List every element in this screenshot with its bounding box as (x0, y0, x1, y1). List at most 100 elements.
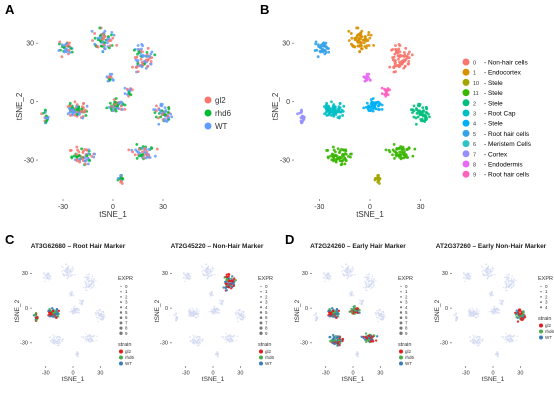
data-point (353, 305, 356, 308)
data-point (58, 40, 62, 44)
data-point (342, 154, 346, 158)
data-point (403, 50, 406, 54)
data-point (365, 78, 369, 81)
data-point (57, 344, 59, 347)
data-point (105, 75, 109, 79)
data-point (157, 108, 161, 112)
data-point (202, 338, 204, 341)
data-point (98, 26, 102, 30)
data-point (402, 153, 406, 156)
legend-marker (539, 329, 543, 334)
data-point (140, 47, 143, 51)
legend-size-marker (399, 326, 403, 330)
data-point (189, 275, 192, 278)
data-point (146, 46, 150, 50)
data-point (488, 310, 491, 313)
data-point (398, 150, 402, 154)
legend-title: EXPR (538, 276, 553, 282)
data-point (70, 50, 74, 54)
data-point (363, 79, 367, 83)
x-tick-label: -30 (58, 204, 68, 211)
legend-cluster-id: 10 (473, 81, 479, 87)
data-point (195, 337, 198, 340)
data-point (119, 174, 123, 177)
data-point (382, 315, 384, 318)
data-point (159, 115, 163, 119)
data-point (70, 308, 73, 310)
legend-marker (259, 355, 263, 360)
data-point (376, 179, 380, 183)
data-point (225, 332, 227, 335)
data-point (191, 315, 193, 318)
data-point (102, 43, 105, 47)
data-point (353, 307, 356, 310)
data-point (237, 320, 239, 323)
data-point (136, 48, 140, 51)
legend-level: 4 (125, 305, 128, 310)
data-point (400, 147, 404, 150)
legend-size-marker (400, 285, 402, 288)
data-point (324, 106, 328, 110)
data-point (62, 338, 64, 341)
data-point (376, 104, 380, 108)
data-point (191, 307, 193, 310)
legend-level: 9 (125, 331, 128, 336)
data-point (508, 277, 510, 280)
data-point (182, 276, 185, 279)
data-point (464, 273, 466, 276)
data-point (472, 341, 475, 344)
data-point (155, 147, 159, 151)
data-point (513, 335, 516, 337)
legend-marker (259, 349, 263, 354)
data-point (350, 290, 353, 293)
data-point (368, 273, 370, 276)
data-point (189, 277, 192, 280)
data-point (123, 107, 127, 111)
data-point (355, 307, 358, 311)
x-axis-label: tSNE_1 (482, 376, 505, 383)
data-point (368, 277, 370, 280)
data-point (473, 343, 476, 345)
data-point (412, 115, 416, 119)
data-point (85, 104, 89, 108)
data-point (364, 39, 368, 43)
legend-cluster-id: 4 (473, 122, 476, 128)
legend-level: 3 (545, 300, 548, 305)
data-point (515, 312, 518, 315)
data-point (70, 274, 73, 276)
data-point (350, 294, 353, 296)
data-point (228, 337, 230, 339)
data-point (384, 316, 386, 318)
data-point (99, 314, 101, 317)
data-point (375, 313, 377, 316)
x-tick-label: 30 (97, 371, 103, 377)
data-point (83, 276, 86, 279)
data-point (227, 339, 230, 342)
data-point (380, 103, 384, 107)
data-point (379, 314, 381, 317)
x-tick-label: 0 (111, 204, 115, 211)
panel-letter-a: A (5, 2, 15, 17)
data-point (512, 340, 515, 343)
data-point (160, 104, 164, 108)
data-point (44, 280, 46, 283)
data-point (480, 339, 483, 342)
data-point (492, 269, 494, 272)
y-tick-label: 30 (442, 271, 448, 277)
data-point (210, 294, 213, 296)
data-point (148, 55, 152, 59)
data-point (492, 312, 494, 315)
data-point (78, 309, 81, 311)
legend-cluster-id: 2 (473, 101, 476, 107)
data-point (301, 116, 305, 120)
x-tick-label: 0 (491, 371, 494, 377)
data-point (397, 47, 401, 51)
data-point (98, 309, 101, 312)
data-point (418, 113, 422, 116)
data-point (66, 277, 69, 280)
data-point (58, 341, 61, 343)
x-tick-label: -30 (182, 371, 190, 377)
legend-level: 9 (405, 331, 408, 336)
data-point (350, 275, 352, 277)
data-point (498, 311, 501, 314)
